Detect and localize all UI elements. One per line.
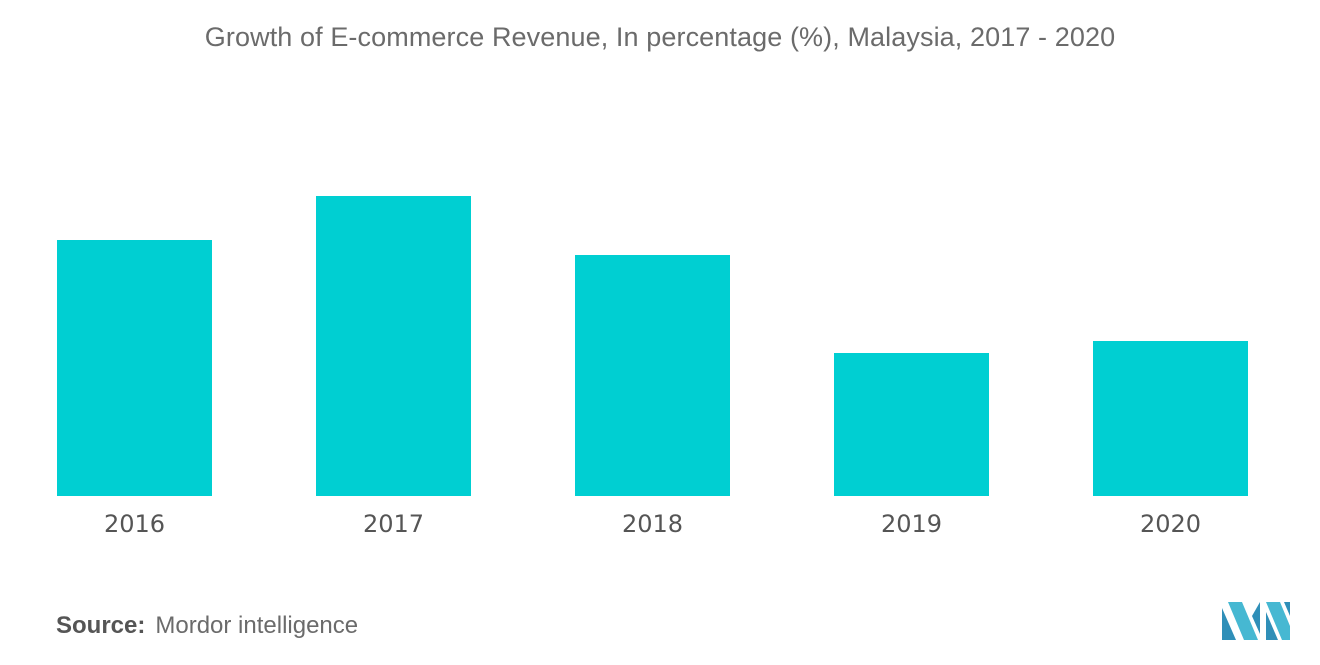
source-label: Source: (56, 612, 146, 639)
x-tick-label: 2020 (1140, 510, 1201, 538)
bar-2018 (575, 255, 730, 496)
bar-2017 (316, 196, 471, 496)
x-tick-label: 2016 (104, 510, 165, 538)
x-tick-label: 2017 (363, 510, 424, 538)
x-tick-label: 2018 (622, 510, 683, 538)
x-tick-label: 2019 (881, 510, 942, 538)
bar-2019 (834, 353, 989, 496)
source-value: Mordor intelligence (155, 612, 359, 639)
bar-2020 (1093, 341, 1248, 496)
source-note: Source: Mordor intelligence (56, 612, 358, 640)
chart-title: Growth of E-commerce Revenue, In percent… (204, 22, 1116, 52)
mordor-intelligence-logo-icon (1222, 602, 1290, 640)
bar-2016 (57, 240, 212, 496)
